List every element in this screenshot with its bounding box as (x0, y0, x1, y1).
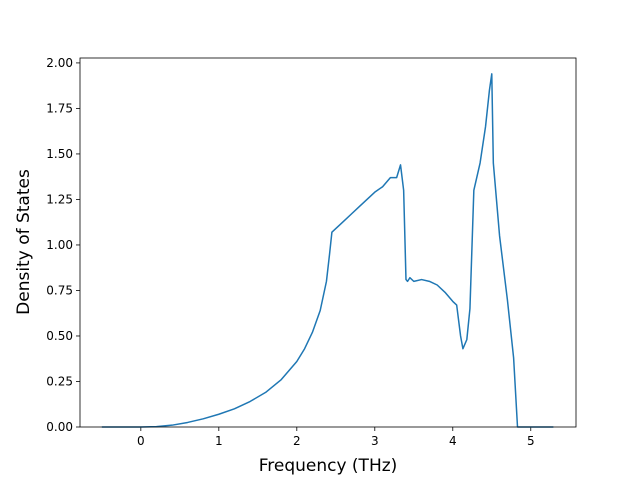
x-tick-label: 4 (449, 434, 457, 448)
y-tick-label: 1.75 (46, 101, 73, 115)
y-tick-label: 0.50 (46, 329, 73, 343)
y-tick-label: 1.50 (46, 147, 73, 161)
y-tick-label: 0.25 (46, 374, 73, 388)
y-tick-label: 1.00 (46, 238, 73, 252)
x-tick-label: 1 (215, 434, 223, 448)
x-tick-label: 5 (527, 434, 535, 448)
x-axis-label: Frequency (THz) (259, 456, 398, 476)
y-tick-label: 1.25 (46, 192, 73, 206)
x-tick-label: 2 (293, 434, 301, 448)
y-tick-label: 2.00 (46, 56, 73, 70)
x-tick-label: 3 (371, 434, 379, 448)
y-tick-label: 0.00 (46, 420, 73, 434)
y-axis-label: Density of States (14, 169, 34, 315)
y-tick-label: 0.75 (46, 283, 73, 297)
x-tick-label: 0 (137, 434, 145, 448)
plot-frame (79, 57, 577, 428)
line-series (101, 73, 554, 428)
